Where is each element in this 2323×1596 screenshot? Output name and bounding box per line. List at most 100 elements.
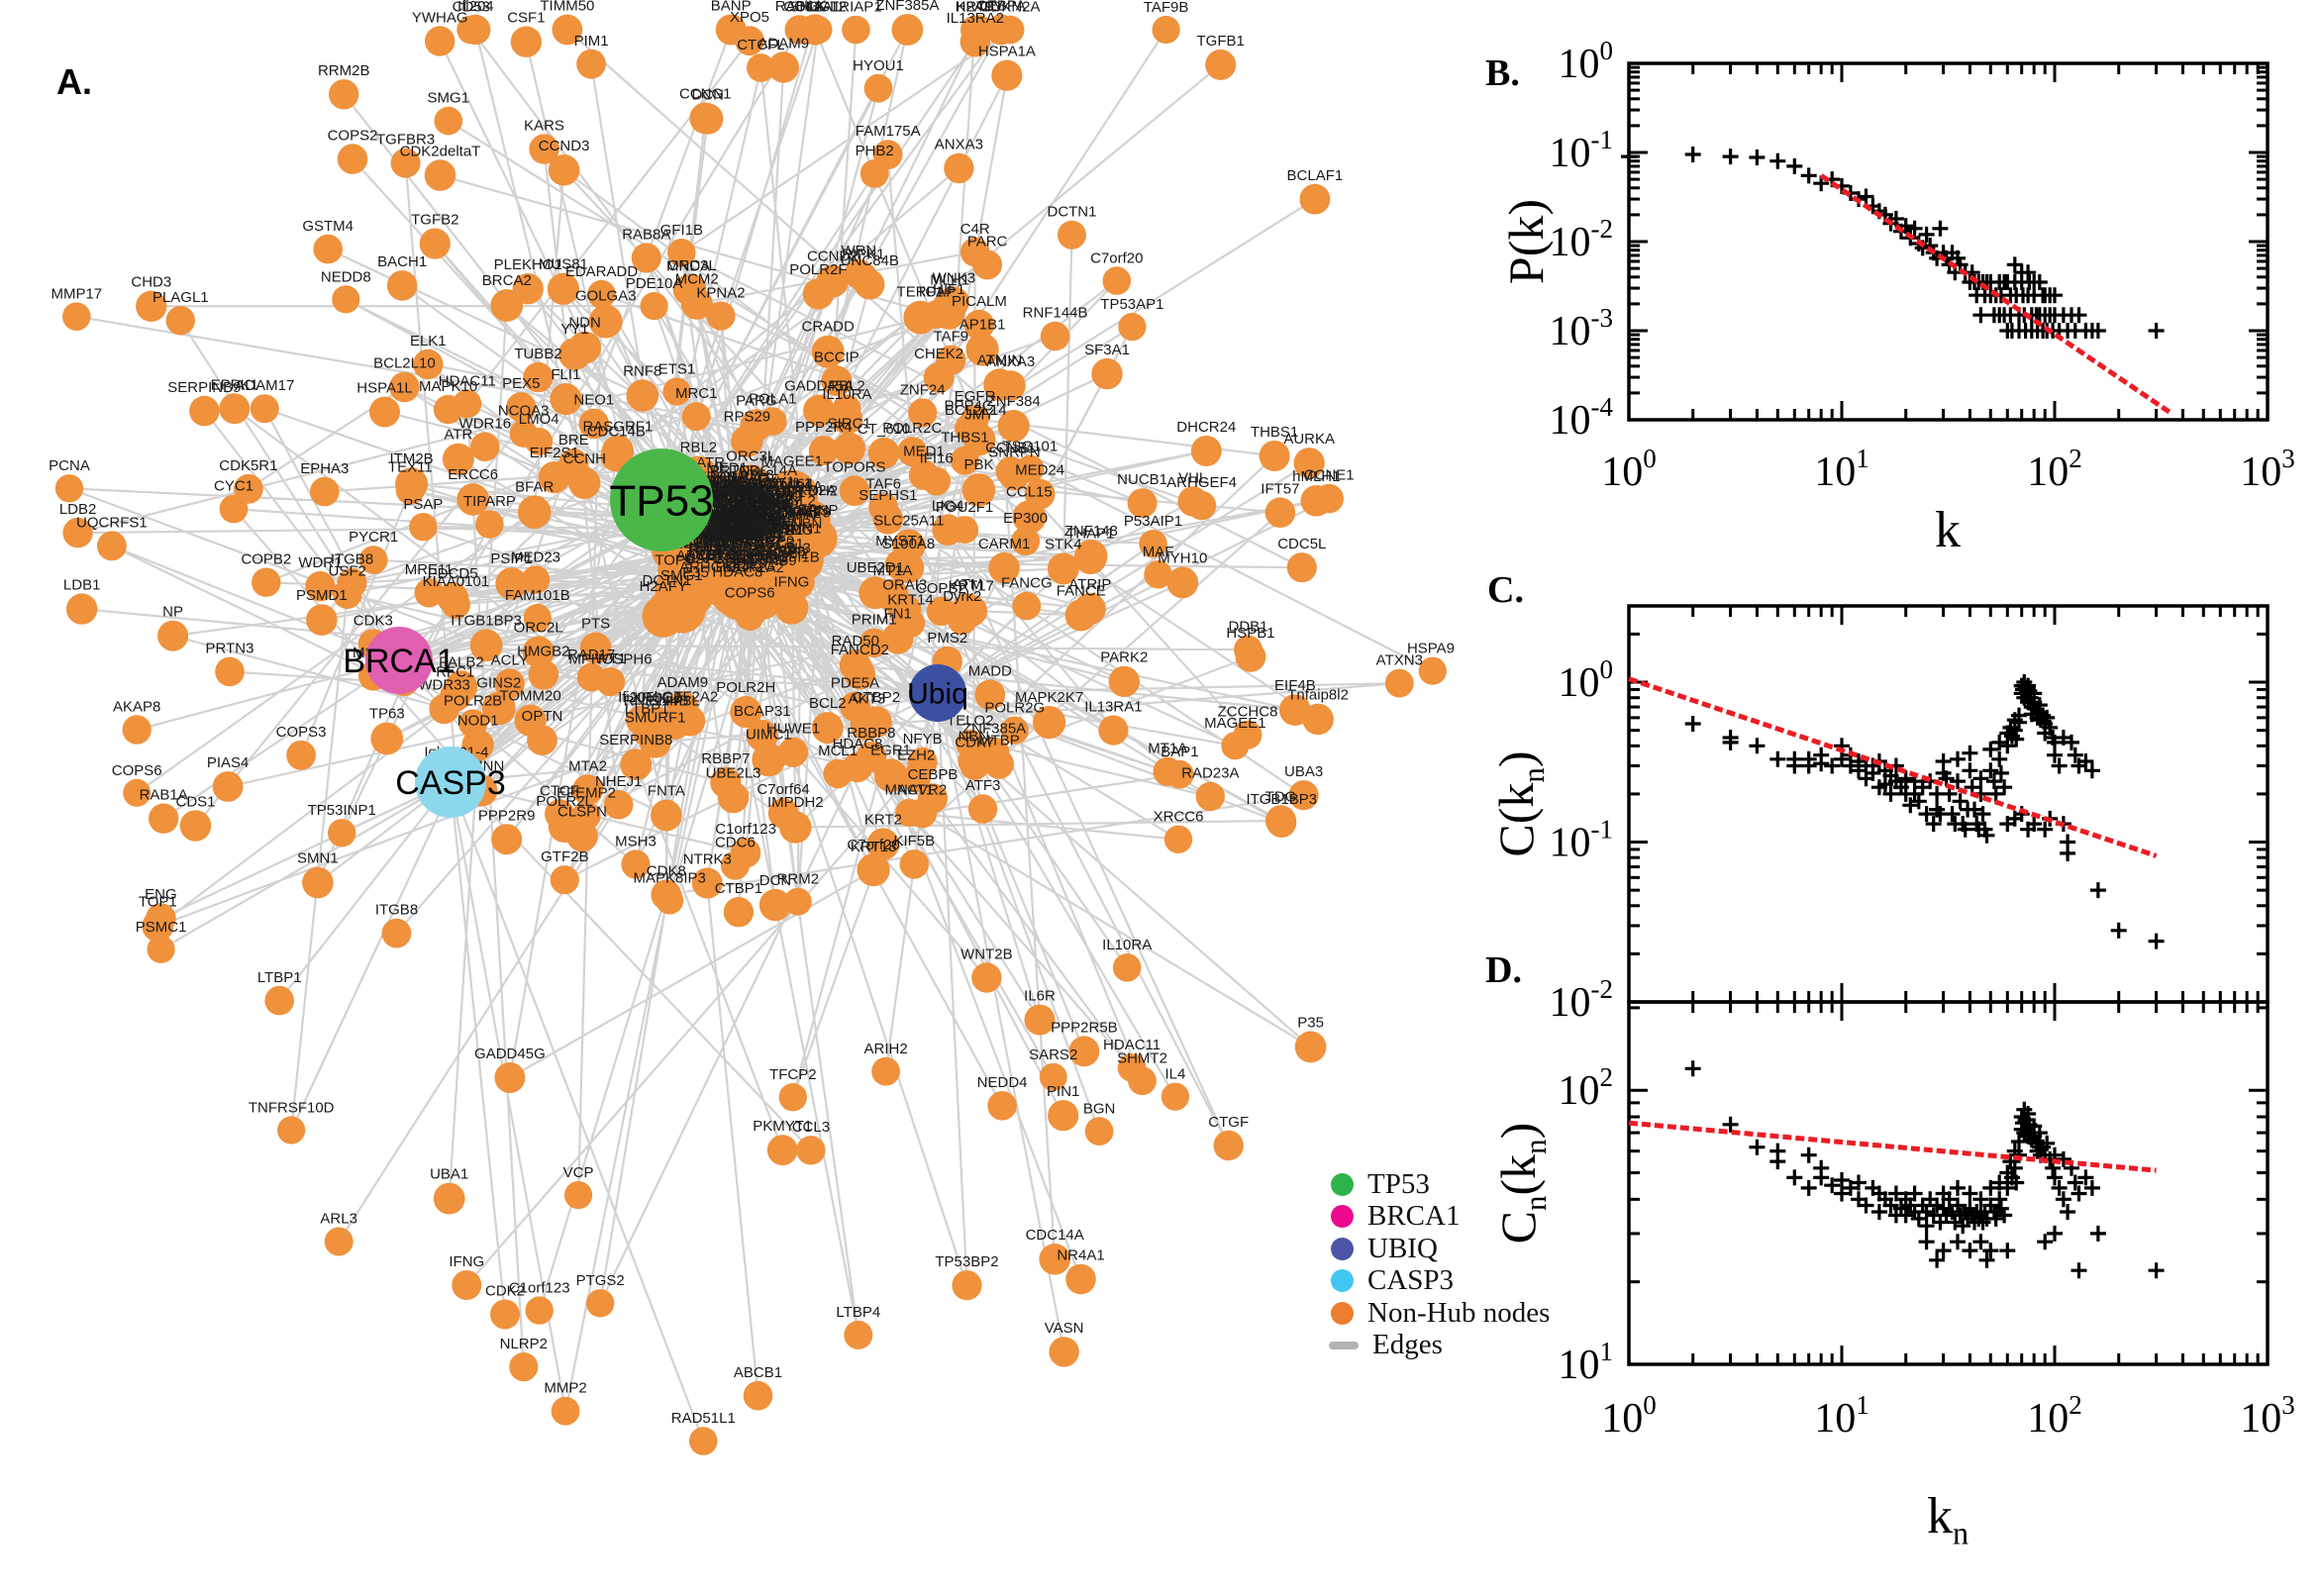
node-label: CDK3 [709, 494, 749, 511]
node-label: TGFBR3 [702, 516, 760, 533]
network-node [985, 14, 1017, 46]
node-label: LMO4 [741, 523, 781, 540]
network-node [389, 371, 420, 403]
node-label: MAGEE1 [760, 453, 823, 470]
node-label: THBS1 [941, 430, 988, 447]
network-node [783, 887, 812, 916]
network-node [302, 866, 334, 899]
node-label: COPS6 [725, 584, 775, 601]
node-label: CRADD [802, 319, 856, 336]
scatter-points [1621, 147, 2165, 339]
network-node [442, 443, 474, 475]
node-label: IL6R [717, 524, 749, 541]
network-node [1139, 530, 1167, 558]
node-label: RAD17 [567, 647, 615, 663]
node-label: HMGB2 [741, 491, 793, 508]
node-label: SH3GL2 [758, 492, 816, 509]
node-label: WT1 [728, 515, 759, 532]
node-label: NTRK3 [683, 850, 732, 867]
node-label: CD53 [743, 491, 780, 508]
network-node [1040, 321, 1070, 351]
node-label: SERPINB8 [599, 732, 672, 748]
node-label: IMPDH2 [781, 482, 838, 499]
node-label: BRE [736, 487, 766, 504]
network-node [991, 59, 1023, 91]
ubiq-dot-icon [1331, 1237, 1354, 1260]
node-label: RAB8A [622, 226, 670, 243]
node-label: BACH1 [722, 517, 771, 534]
node-label: CCNB1 [985, 440, 1036, 456]
node-label: GADD45A [709, 478, 778, 495]
node-label: HSPB1 [742, 499, 790, 516]
y-tick-label: 100 [1559, 654, 1614, 706]
node-label: AP1B1 [960, 316, 1006, 333]
network-node [720, 850, 751, 880]
network-node [803, 394, 836, 427]
network-node [621, 849, 651, 879]
node-label: FANCD2 [737, 483, 795, 500]
network-node [601, 435, 635, 468]
node-label: C4R [717, 502, 747, 519]
node-label: UNC84B [841, 252, 899, 269]
network-node [858, 855, 889, 886]
network-node [691, 867, 723, 899]
network-node [1000, 716, 1029, 745]
node-label: ZNF384 [987, 393, 1041, 410]
node-label: POLR2H [710, 468, 769, 485]
y-tick-label: 102 [1559, 1062, 1614, 1114]
node-label: C7orf20 [847, 837, 899, 853]
node-label: ATR [696, 454, 725, 471]
y-tick-label: 10-2 [1550, 974, 1614, 1026]
node-label: MAPK10 [419, 378, 477, 395]
network-node [579, 632, 612, 664]
node-label: VHL [721, 530, 750, 547]
node-label: TELO2 [739, 485, 786, 502]
node-label: TSG101 [1002, 438, 1058, 454]
network-node [469, 629, 503, 662]
network-node [548, 154, 580, 186]
plot-frame [1627, 604, 2270, 1004]
network-node [413, 349, 444, 380]
node-label: EDARADD [565, 263, 639, 280]
node-label: POLA1 [749, 390, 796, 407]
network-node [306, 604, 338, 636]
network-node [1011, 527, 1041, 556]
node-label: CT_610 [858, 421, 910, 438]
legend-item-edges: Edges [1329, 1329, 1550, 1362]
node-label: EPPK1 [736, 526, 783, 543]
node-label: HDAC11 [439, 372, 496, 389]
network-node [680, 287, 713, 320]
node-label: ITGB1BP3 [451, 612, 522, 629]
node-label: BCLAF1 [699, 509, 756, 526]
node-label: USF2 [329, 562, 366, 579]
legend-item-ubiq: UBIQ [1331, 1233, 1550, 1265]
network-node [1108, 665, 1141, 698]
network-node [506, 392, 537, 423]
node-label: TP53AP1 [712, 516, 775, 533]
node-label: NDN [568, 315, 601, 332]
node-label: RIPK1 [842, 246, 884, 262]
network-node [903, 300, 938, 335]
node-label: AKAP8 [708, 509, 756, 526]
network-node [475, 510, 504, 539]
node-label: MPHOSPH6 [568, 651, 652, 668]
node-label: BNIP3L [649, 692, 700, 709]
network-node [1294, 1031, 1327, 1063]
network-node [706, 301, 736, 331]
node-label: CHEK2 [914, 346, 963, 362]
node-label: CTCF [747, 532, 786, 549]
node-label: HYOU1 [727, 476, 778, 493]
network-node [867, 437, 900, 469]
node-label: TELO2 [947, 713, 994, 730]
node-label: CDK5R1 [729, 549, 787, 565]
node-label: PIN1 [770, 522, 803, 539]
node-label: MSH2 [716, 543, 758, 559]
node-label: CTCFL [742, 510, 789, 527]
network-node [960, 15, 989, 45]
node-label: BRCA2 [482, 272, 532, 289]
network-node [1102, 266, 1132, 295]
network-node [640, 706, 673, 740]
network-node [860, 706, 892, 738]
node-label: MMP17 [729, 516, 780, 533]
node-label: KPNA2 [696, 285, 745, 302]
